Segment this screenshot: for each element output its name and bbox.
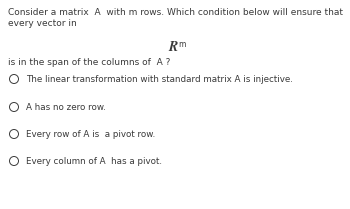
Text: m: m [178,40,186,49]
Text: The linear transformation with standard matrix A is injective.: The linear transformation with standard … [26,75,293,84]
Text: Every row of A is  a pivot row.: Every row of A is a pivot row. [26,130,155,139]
Text: R: R [168,40,177,54]
Text: A has no zero row.: A has no zero row. [26,103,106,112]
Text: Every column of A  has a pivot.: Every column of A has a pivot. [26,157,162,166]
Text: is in the span of the columns of  A ?: is in the span of the columns of A ? [8,58,170,67]
Text: every vector in: every vector in [8,19,77,28]
Text: Consider a matrix  A  with m rows. Which condition below will ensure that: Consider a matrix A with m rows. Which c… [8,8,343,17]
